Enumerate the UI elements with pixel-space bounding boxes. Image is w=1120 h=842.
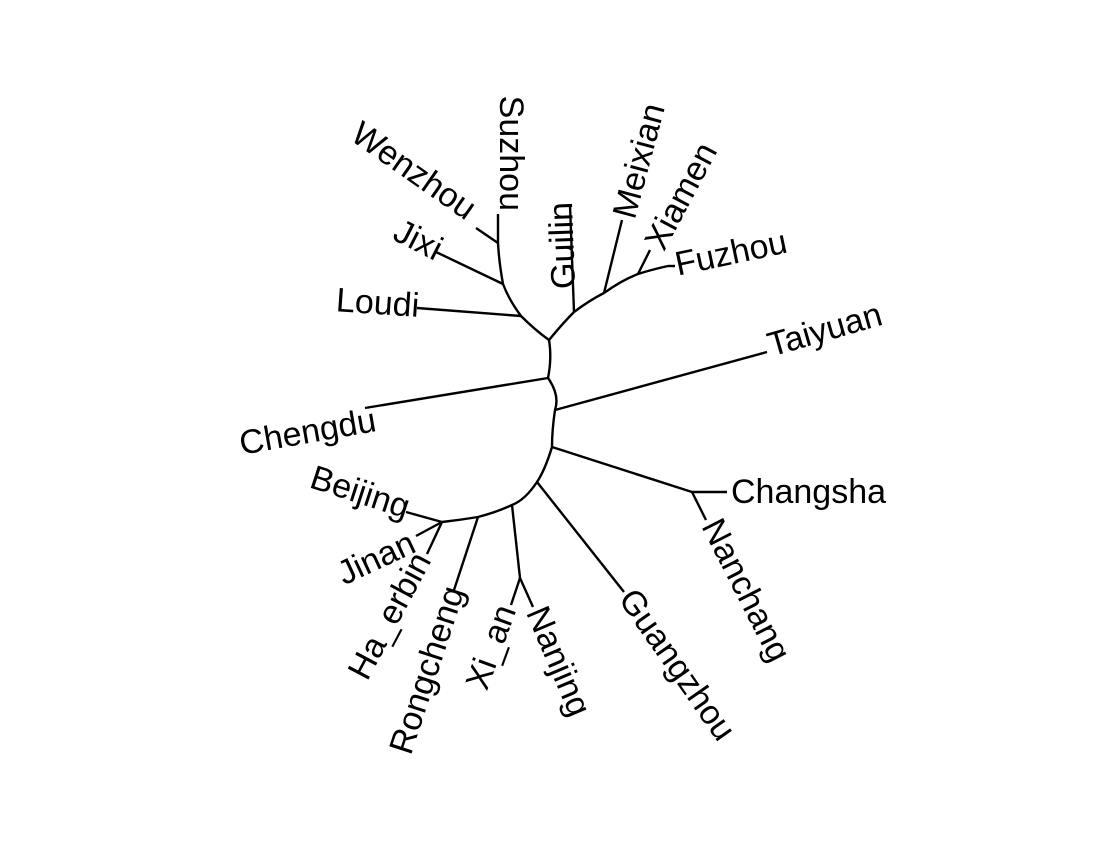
branch-taiyuan xyxy=(554,350,768,412)
tip-label-changsha: Changsha xyxy=(731,473,886,511)
tip-label-taiyuan: Taiyuan xyxy=(763,295,886,364)
branch-ha-erbin xyxy=(425,521,444,555)
tip-label-wenzhou: Wenzhou xyxy=(344,114,483,227)
branch-nanjing xyxy=(518,577,535,608)
branch-upper-left-stem xyxy=(520,315,550,341)
branch-guangzhou xyxy=(536,481,625,593)
tip-label-loudi: Loudi xyxy=(335,281,421,325)
branch-loudi xyxy=(416,306,522,318)
branch-jinan xyxy=(415,520,443,538)
tip-label-guangzhou: Guangzhou xyxy=(611,582,743,748)
tip-label-nanjing: Nanjing xyxy=(518,601,598,722)
backbone-arc-main xyxy=(441,377,558,524)
branch-xian xyxy=(509,577,522,606)
tip-label-xi-an: Xi_an xyxy=(459,600,524,695)
branch-jixi xyxy=(435,250,504,286)
branch-upper-right-arc xyxy=(603,264,669,294)
tip-label-fuzhou: Fuzhou xyxy=(672,223,791,284)
tree-edges xyxy=(364,204,768,608)
branch-upper-right-inner xyxy=(573,291,605,313)
tip-label-jixi: Jixi xyxy=(388,212,449,268)
branch-upper-left-inner xyxy=(501,283,522,317)
tip-label-beijing: Beijing xyxy=(306,458,415,526)
tip-label-suzhou: Suzhou xyxy=(492,96,530,211)
branch-xian-nanjing-stem xyxy=(510,504,522,579)
branch-changsha-nanchang-stem xyxy=(551,445,693,494)
branch-nanchang xyxy=(690,491,708,521)
branch-wenzhou-suzhou-node xyxy=(496,242,505,285)
backbone-arc-top xyxy=(546,339,552,379)
branch-rongcheng xyxy=(452,516,480,591)
branch-upper-right-stem xyxy=(548,311,575,341)
branch-beijing xyxy=(405,510,443,524)
branch-xiamen xyxy=(636,249,652,275)
branch-meixian xyxy=(602,219,624,294)
branch-guilin xyxy=(568,204,576,313)
tip-label-guilin: Guilin xyxy=(542,201,583,289)
tip-labels: Wenzhou Suzhou Guilin Meixian Xiamen Fuz… xyxy=(236,96,886,759)
tip-label-chengdu: Chengdu xyxy=(236,401,379,462)
branch-wenzhou xyxy=(475,227,499,244)
branch-chengdu xyxy=(364,376,549,410)
tip-label-nanchang: Nanchang xyxy=(694,512,798,667)
